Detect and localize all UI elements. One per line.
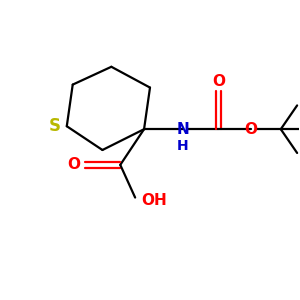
Text: N: N — [176, 122, 189, 137]
Text: O: O — [212, 74, 225, 89]
Text: OH: OH — [141, 193, 167, 208]
Text: H: H — [177, 139, 188, 152]
Text: O: O — [68, 158, 81, 172]
Text: O: O — [244, 122, 258, 137]
Text: S: S — [49, 117, 61, 135]
